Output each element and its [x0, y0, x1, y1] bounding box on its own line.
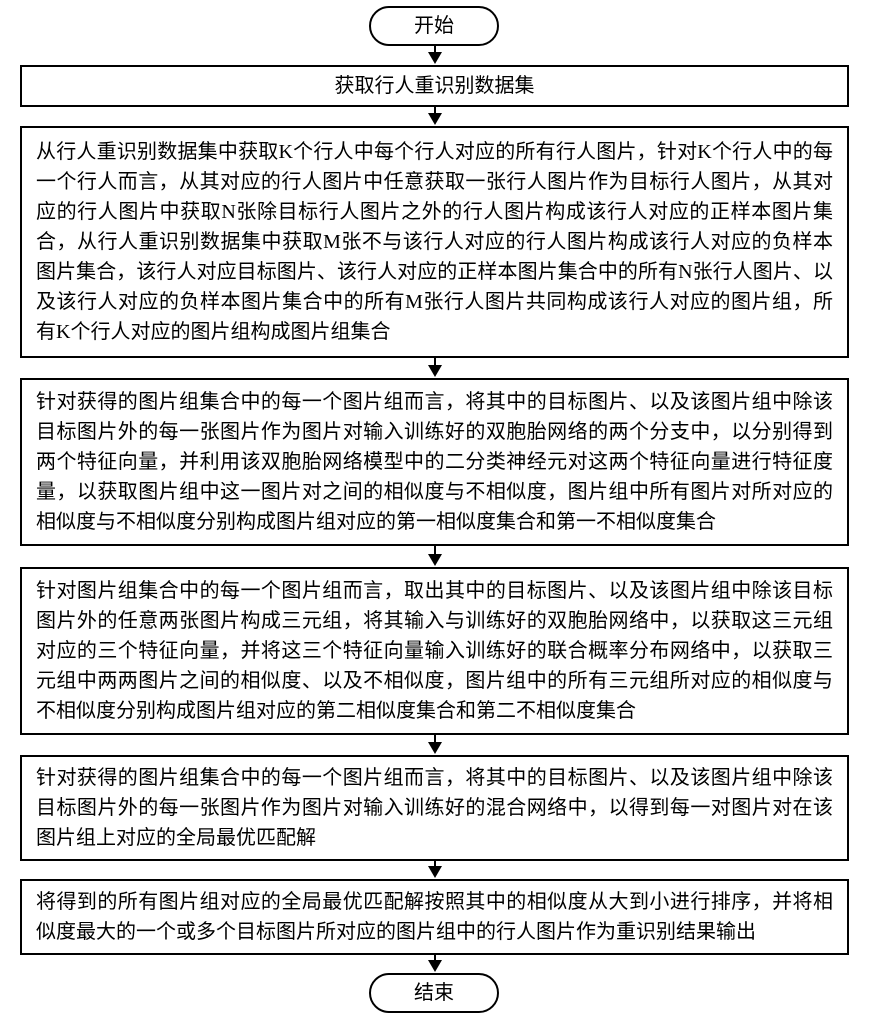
edge-start-s1 [428, 46, 442, 64]
step-4-text: 针对图片组集合中的每一个图片组而言，取出其中的目标图片、以及该图片组中除该目标图… [36, 576, 833, 726]
edge-s5-s6 [428, 861, 442, 878]
terminator-end-label: 结束 [414, 978, 454, 1008]
step-1-text: 获取行人重识别数据集 [335, 71, 535, 101]
step-5: 针对获得的图片组集合中的每一个图片组而言，将其中的目标图片、以及该图片组中除该目… [20, 755, 849, 861]
terminator-start-label: 开始 [414, 11, 454, 41]
edge-s1-s2 [428, 107, 442, 125]
edge-s4-s5 [428, 735, 442, 754]
edge-s2-s3 [428, 358, 442, 377]
terminator-start: 开始 [369, 6, 499, 46]
step-2-text: 从行人重识别数据集中获取K个行人中每个行人对应的所有行人图片，针对K个行人中的每… [36, 137, 833, 347]
step-2: 从行人重识别数据集中获取K个行人中每个行人对应的所有行人图片，针对K个行人中的每… [20, 126, 849, 358]
step-3-text: 针对获得的图片组集合中的每一个图片组而言，将其中的目标图片、以及该图片组中除该目… [36, 387, 833, 537]
step-3: 针对获得的图片组集合中的每一个图片组而言，将其中的目标图片、以及该图片组中除该目… [20, 378, 849, 546]
step-5-text: 针对获得的图片组集合中的每一个图片组而言，将其中的目标图片、以及该图片组中除该目… [36, 763, 833, 853]
terminator-end: 结束 [369, 973, 499, 1013]
edge-s3-s4 [428, 546, 442, 566]
step-6-text: 将得到的所有图片组对应的全局最优匹配解按照其中的相似度从大到小进行排序，并将相似… [36, 887, 833, 947]
step-1: 获取行人重识别数据集 [20, 65, 849, 107]
edge-s6-end [428, 955, 442, 972]
step-6: 将得到的所有图片组对应的全局最优匹配解按照其中的相似度从大到小进行排序，并将相似… [20, 879, 849, 955]
step-4: 针对图片组集合中的每一个图片组而言，取出其中的目标图片、以及该图片组中除该目标图… [20, 567, 849, 735]
flowchart-canvas: 开始 获取行人重识别数据集 从行人重识别数据集中获取K个行人中每个行人对应的所有… [0, 0, 869, 1000]
